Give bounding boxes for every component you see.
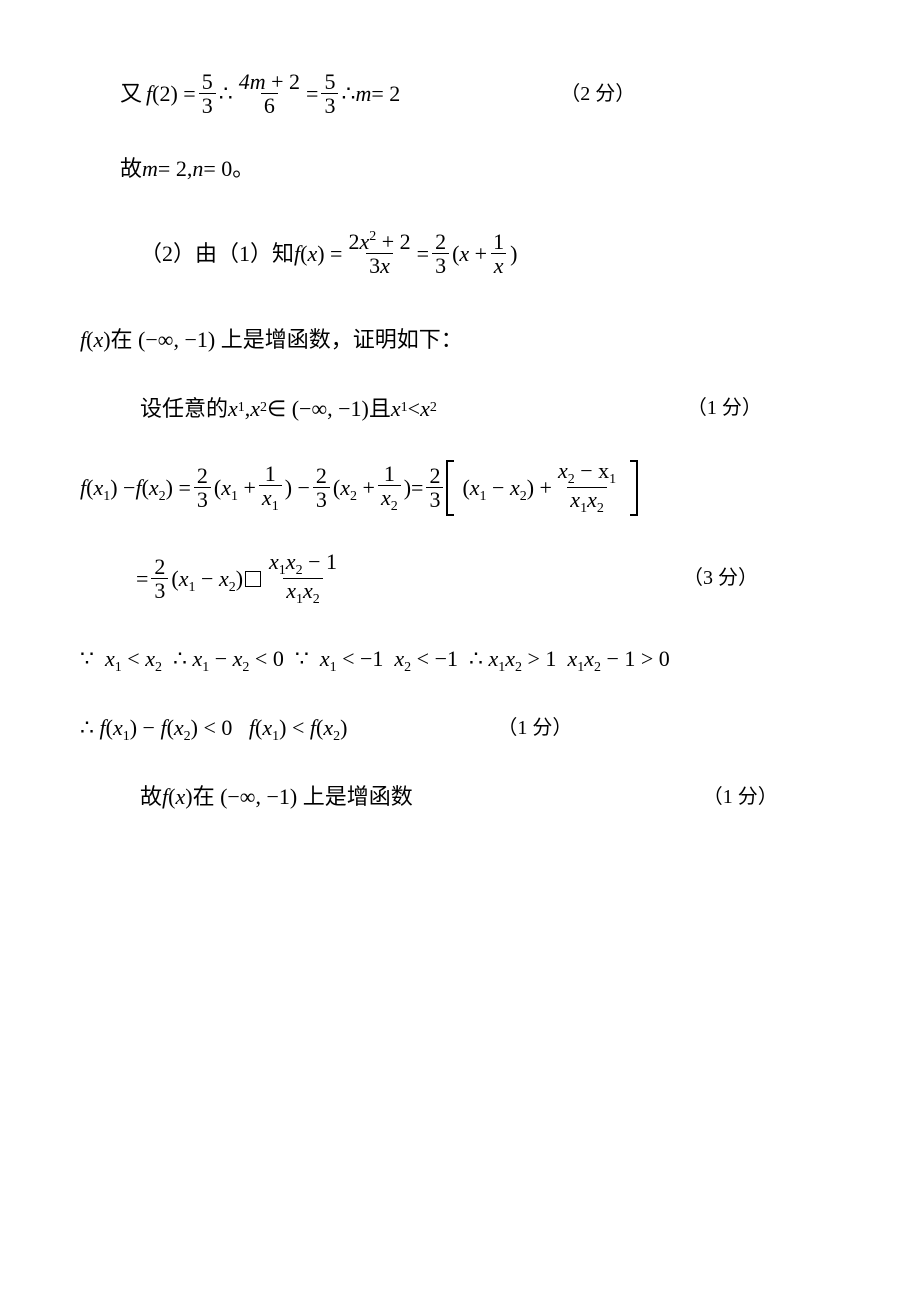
l7-bigfrac: x1x2 − 1 x1x2	[266, 550, 340, 607]
l6-k2: 23	[313, 464, 330, 511]
l3-eq: =	[417, 236, 429, 271]
line-4: f(x) 在 (−∞, −1) 上是增函数，证明如下：	[80, 322, 840, 357]
placeholder-box-icon	[245, 571, 261, 587]
l5-pts: （1 分）	[647, 392, 762, 424]
line-5: 设任意的 x1, x2 ∈ (−∞, −1) 且 x1 < x2 （1 分）	[80, 391, 840, 426]
line-10: 故 f(x) 在 (−∞, −1) 上是增函数 （1 分）	[80, 779, 840, 814]
l1-frac1: 5 3	[199, 70, 216, 117]
l6-bracket: (x1 − x2) + x2 − x1 x1x2	[446, 460, 638, 516]
l1-sep1: ∴	[219, 76, 233, 111]
l2-pre: 故	[120, 151, 142, 186]
l10-pts: （1 分）	[663, 781, 778, 813]
l1-frac3: 5 3	[321, 70, 338, 117]
l3-fracA: 2x2 + 2 3x	[345, 230, 413, 277]
l4-cn: 在 (−∞, −1) 上是增函数，证明如下：	[111, 322, 463, 357]
l1-tail: m	[355, 76, 371, 111]
l1-pts: （2 分）	[520, 78, 635, 110]
l6-k3: 23	[426, 464, 443, 511]
line-8: ∵ x1 < x2 ∴ x1 − x2 < 0 ∵ x1 < −1 x2 < −…	[80, 641, 840, 676]
line-7: = 23 (x1 − x2) x1x2 − 1 x1x2 （3 分）	[80, 550, 840, 607]
l3-lead: （2）由（1）知	[140, 236, 294, 271]
line-9: ∴ f(x1) − f(x2) < 0 f(x1) < f(x2) （1 分）	[80, 710, 840, 745]
line-3: （2）由（1）知 f (x) = 2x2 + 2 3x = 2 3 (x + 1…	[80, 230, 840, 277]
l1-frac2: 4m + 2 6	[236, 70, 303, 117]
l5-pre: 设任意的	[140, 391, 228, 426]
l1-eq: =	[306, 76, 318, 111]
l7-pts: （3 分）	[643, 562, 758, 594]
l3-close: )	[510, 236, 517, 271]
line-6: f(x1) − f(x2) = 23 (x1 + 1 x1 ) − 23 (x2…	[80, 460, 840, 516]
l3-fracB: 2 3	[432, 230, 449, 277]
line-2: 故 m = 2, n = 0 。	[80, 151, 840, 186]
l6-k1: 23	[194, 464, 211, 511]
l1-pre: 又	[120, 76, 142, 111]
l1-sep2: ∴	[341, 76, 355, 111]
line-1: 又 f (2) = 5 3 ∴ 4m + 2 6 = 5 3 ∴ m = 2 （…	[80, 70, 840, 117]
l3-fracC: 1 x	[490, 230, 507, 277]
l2-tail: 。	[232, 151, 254, 186]
l1-arg: (2) =	[152, 76, 196, 111]
l7-k: 23	[151, 555, 168, 602]
l9-pts: （1 分）	[457, 712, 572, 744]
